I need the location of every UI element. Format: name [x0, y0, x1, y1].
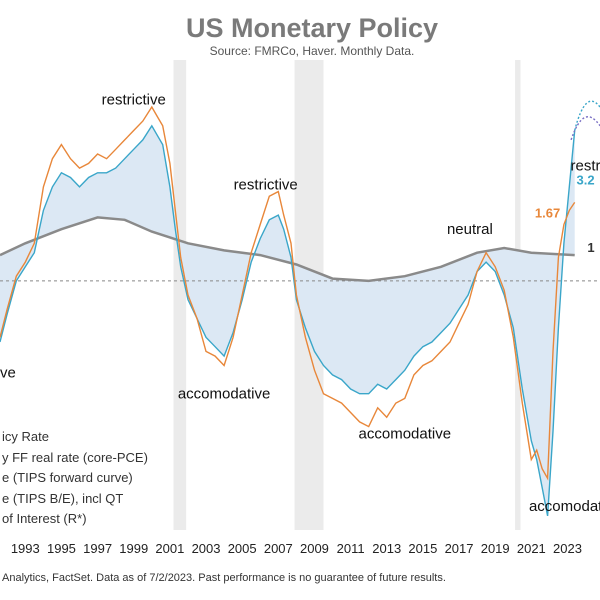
- regime-label: accomodativ: [529, 498, 600, 515]
- regime-label: restr: [571, 157, 600, 174]
- x-axis-tick-labels: 1993 1995 1997 1999 2001 2003 2005 2007 2009 2011…: [11, 541, 582, 556]
- policy-gap-fill: [0, 125, 575, 516]
- x-tick-label: 1999: [119, 541, 148, 556]
- legend: icy Rate y FF real rate (core-PCE) e (TI…: [2, 429, 148, 526]
- footer-note: Analytics, FactSet. Data as of 7/2/2023.…: [2, 572, 446, 584]
- regime-label: restrictive: [234, 176, 298, 193]
- x-tick-label: 2011: [337, 541, 365, 556]
- x-tick-label: 1995: [47, 541, 76, 556]
- real-rate-series-line: [0, 105, 576, 481]
- value-label: 1: [587, 240, 594, 255]
- x-tick-label: 2009: [300, 541, 329, 556]
- projection-dotted-line-a: [574, 100, 600, 131]
- legend-entry: e (TIPS B/E), incl QT: [2, 491, 123, 506]
- value-labels: 1.67 3.2 1: [535, 173, 595, 255]
- x-tick-label: 2001: [155, 541, 184, 556]
- regime-label: ative: [0, 364, 16, 381]
- projection-dotted-line-b: [570, 116, 600, 141]
- tips-rate-series-line: [0, 124, 576, 517]
- legend-entry: y FF real rate (core-PCE): [2, 450, 148, 465]
- legend-entry: icy Rate: [2, 429, 49, 444]
- chart-subtitle: Source: FMRCo, Haver. Monthly Data.: [210, 44, 415, 58]
- x-tick-label: 2019: [481, 541, 510, 556]
- x-tick-label: 2021: [517, 541, 546, 556]
- regime-label: neutral: [447, 221, 493, 238]
- x-tick-label: 2013: [372, 541, 401, 556]
- regime-label: accomodative: [359, 425, 452, 442]
- x-tick-label: 2017: [445, 541, 474, 556]
- x-tick-label: 2007: [264, 541, 293, 556]
- x-tick-label: 2005: [228, 541, 257, 556]
- legend-entry: of Interest (R*): [2, 511, 87, 526]
- value-label: 1.67: [535, 205, 560, 220]
- x-tick-label: 1997: [83, 541, 112, 556]
- r-star-series-line: [0, 216, 575, 283]
- x-tick-label: 2023: [553, 541, 582, 556]
- regime-label: accomodative: [178, 385, 271, 402]
- x-tick-label: 2015: [408, 541, 437, 556]
- regime-label: restrictive: [102, 92, 166, 109]
- regime-labels: restrictive restrictive ative accomodative a…: [0, 92, 600, 516]
- legend-entry: e (TIPS forward curve): [2, 470, 133, 485]
- value-label: 3.2: [577, 173, 595, 188]
- chart-title: US Monetary Policy: [186, 13, 438, 43]
- x-tick-label: 2003: [192, 541, 221, 556]
- recession-band: [173, 60, 187, 530]
- x-tick-label: 1993: [11, 541, 40, 556]
